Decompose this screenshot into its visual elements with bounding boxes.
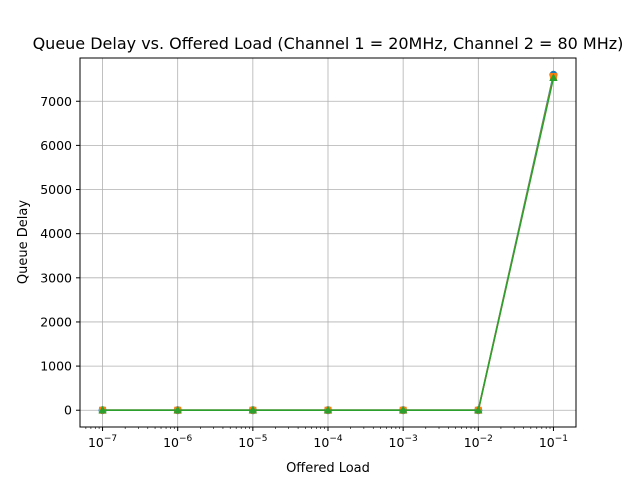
y-tick-label: 1000 bbox=[40, 359, 72, 374]
x-tick-label: 10−2 bbox=[464, 434, 493, 450]
x-tick-label: 10−3 bbox=[389, 434, 418, 450]
y-tick-label: 0 bbox=[64, 403, 72, 418]
y-tick-label: 3000 bbox=[40, 270, 72, 285]
y-tick-label: 7000 bbox=[40, 94, 72, 109]
x-axis: 10−7 10−6 10−5 10−4 10−3 10−2 10−1 bbox=[86, 427, 568, 450]
y-tick-label: 2000 bbox=[40, 314, 72, 329]
grid bbox=[80, 58, 576, 427]
y-tick-label: 4000 bbox=[40, 226, 72, 241]
y-tick-label: 5000 bbox=[40, 182, 72, 197]
chart-title: Queue Delay vs. Offered Load (Channel 1 … bbox=[33, 34, 624, 53]
x-tick-label: 10−5 bbox=[238, 434, 267, 450]
y-tick-label: 6000 bbox=[40, 138, 72, 153]
x-tick-label: 10−4 bbox=[313, 434, 342, 450]
x-axis-label: Offered Load bbox=[286, 461, 370, 476]
x-tick-label: 10−7 bbox=[88, 434, 117, 450]
y-axis: 0 1000 2000 3000 4000 5000 6000 7000 bbox=[40, 94, 80, 418]
x-tick-label: 10−6 bbox=[163, 434, 192, 450]
y-axis-label: Queue Delay bbox=[16, 200, 31, 284]
x-tick-label: 10−1 bbox=[539, 434, 568, 450]
